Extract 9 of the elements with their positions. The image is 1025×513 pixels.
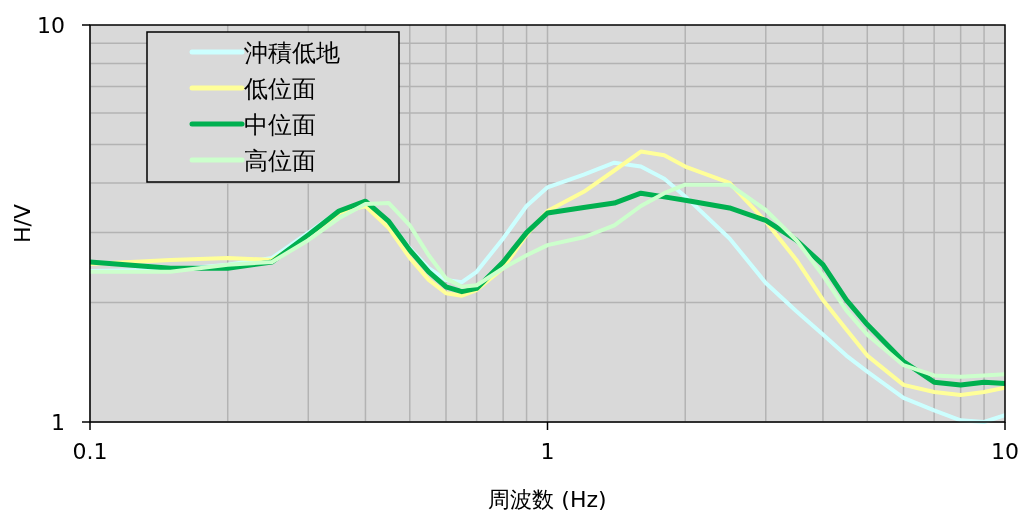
x-tick-label: 0.1: [72, 439, 108, 464]
x-axis-title: 周波数 (Hz): [488, 487, 607, 512]
legend-label: 中位面: [244, 111, 316, 139]
legend-label: 沖積低地: [244, 39, 340, 67]
legend-label: 低位面: [244, 75, 316, 103]
legend-label: 高位面: [244, 147, 316, 175]
x-tick-label: 1: [540, 439, 555, 464]
y-axis-title: H/V: [10, 203, 35, 244]
x-tick-label: 10: [991, 439, 1019, 464]
